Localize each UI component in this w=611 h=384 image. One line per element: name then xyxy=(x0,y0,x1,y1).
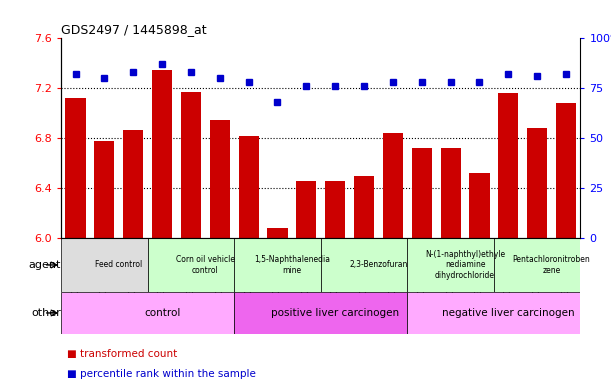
Bar xyxy=(325,180,345,238)
Bar xyxy=(238,136,258,238)
Bar xyxy=(268,228,288,238)
Bar xyxy=(94,141,114,238)
Text: 2,3-Benzofuran: 2,3-Benzofuran xyxy=(349,260,408,270)
Text: GDS2497 / 1445898_at: GDS2497 / 1445898_at xyxy=(61,23,207,36)
Text: agent: agent xyxy=(29,260,61,270)
Bar xyxy=(469,173,489,238)
Bar xyxy=(354,175,374,238)
Bar xyxy=(527,128,547,238)
Bar xyxy=(408,238,494,292)
Text: Pentachloronitroben
zene: Pentachloronitroben zene xyxy=(513,255,590,275)
Bar xyxy=(123,129,144,238)
Text: positive liver carcinogen: positive liver carcinogen xyxy=(271,308,399,318)
Bar xyxy=(321,238,408,292)
Bar xyxy=(296,180,316,238)
Bar xyxy=(65,98,86,238)
Bar xyxy=(408,292,580,334)
Bar xyxy=(61,238,148,292)
Text: other: other xyxy=(31,308,61,318)
Bar xyxy=(152,70,172,238)
Bar xyxy=(498,93,518,238)
Bar xyxy=(556,103,576,238)
Bar xyxy=(383,133,403,238)
Bar xyxy=(234,292,408,334)
Bar xyxy=(412,148,432,238)
Bar xyxy=(210,119,230,238)
Bar xyxy=(181,92,201,238)
Bar xyxy=(441,148,461,238)
Text: 1,5-Naphthalenedia
mine: 1,5-Naphthalenedia mine xyxy=(254,255,330,275)
Text: Feed control: Feed control xyxy=(95,260,142,270)
Text: negative liver carcinogen: negative liver carcinogen xyxy=(442,308,574,318)
Text: control: control xyxy=(144,308,180,318)
Text: Corn oil vehicle
control: Corn oil vehicle control xyxy=(176,255,235,275)
Bar xyxy=(148,238,234,292)
Bar xyxy=(61,292,234,334)
Bar xyxy=(494,238,580,292)
Text: ■ transformed count: ■ transformed count xyxy=(67,349,177,359)
Bar xyxy=(234,238,321,292)
Text: N-(1-naphthyl)ethyle
nediamine
dihydrochloride: N-(1-naphthyl)ethyle nediamine dihydroch… xyxy=(425,250,505,280)
Text: ■ percentile rank within the sample: ■ percentile rank within the sample xyxy=(67,369,256,379)
